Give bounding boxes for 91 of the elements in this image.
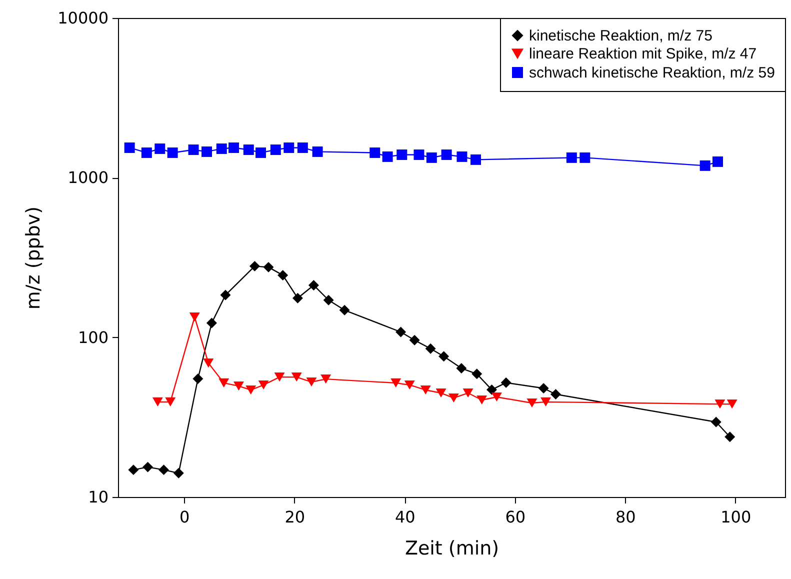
point xyxy=(580,152,590,163)
point xyxy=(202,146,212,157)
point xyxy=(233,382,244,391)
point xyxy=(370,147,380,158)
point xyxy=(550,389,561,400)
point xyxy=(320,374,332,384)
point xyxy=(396,149,408,160)
point xyxy=(470,154,481,165)
point xyxy=(192,374,204,384)
point xyxy=(128,464,139,476)
point xyxy=(243,144,254,155)
point xyxy=(476,395,488,405)
point xyxy=(456,151,468,162)
point xyxy=(278,270,288,280)
y-tick-label: 10000 xyxy=(58,8,108,28)
point xyxy=(308,280,319,290)
x-tick-label: 0 xyxy=(180,508,190,526)
point xyxy=(189,312,200,322)
point xyxy=(312,146,323,157)
point xyxy=(438,351,450,362)
point xyxy=(538,382,549,394)
point xyxy=(216,143,227,154)
point xyxy=(218,378,230,388)
point xyxy=(448,393,459,403)
point xyxy=(228,142,240,153)
x-tick-label: 20 xyxy=(284,508,306,526)
point xyxy=(220,290,231,300)
point xyxy=(141,147,152,158)
point xyxy=(258,380,269,390)
point xyxy=(409,334,420,346)
point xyxy=(203,358,214,368)
point xyxy=(142,462,154,472)
point xyxy=(462,388,474,398)
x-tick-label: 40 xyxy=(394,508,416,526)
point xyxy=(396,326,406,338)
point xyxy=(500,377,512,388)
point xyxy=(291,372,302,382)
point xyxy=(420,385,431,395)
point xyxy=(382,151,393,162)
x-tick-label: 60 xyxy=(505,508,526,526)
point xyxy=(486,384,497,395)
point xyxy=(274,372,285,382)
point xyxy=(124,142,135,153)
point xyxy=(712,156,723,167)
point xyxy=(414,149,424,160)
point xyxy=(246,385,256,395)
point xyxy=(165,397,176,406)
point xyxy=(700,160,710,171)
point xyxy=(270,144,281,155)
legend-label: kinetische Reaktion, m/z 75 xyxy=(529,28,712,44)
point xyxy=(323,294,334,306)
point xyxy=(390,378,402,388)
point xyxy=(292,292,303,304)
point xyxy=(306,377,317,387)
point xyxy=(426,152,437,163)
point xyxy=(456,363,467,374)
point xyxy=(710,416,722,428)
point xyxy=(714,400,726,409)
point xyxy=(436,388,446,398)
point xyxy=(249,260,260,272)
point xyxy=(404,380,415,390)
point xyxy=(152,397,163,406)
point xyxy=(297,142,308,153)
point xyxy=(566,152,577,163)
y-tick-label: 10 xyxy=(88,488,108,506)
x-tick-label: 80 xyxy=(615,508,636,526)
point xyxy=(726,400,738,409)
legend-label: lineare Reaktion mit Spike, m/z 47 xyxy=(529,46,757,62)
point xyxy=(188,144,199,155)
x-axis-title: Zeit (min) xyxy=(404,538,500,560)
point xyxy=(724,432,736,442)
point xyxy=(441,149,452,160)
point xyxy=(263,262,274,272)
point xyxy=(491,392,502,402)
y-tick-label: 100 xyxy=(78,328,108,347)
point xyxy=(339,304,350,316)
point xyxy=(540,397,552,406)
point xyxy=(256,147,266,158)
point xyxy=(425,343,436,354)
point xyxy=(206,318,217,328)
point xyxy=(167,147,178,158)
point xyxy=(158,464,169,476)
x-tick-label: 100 xyxy=(720,508,752,526)
y-tick-label: 1000 xyxy=(68,168,108,188)
legend-label: schwach kinetische Reaktion, m/z 59 xyxy=(529,64,775,82)
point xyxy=(284,142,294,153)
point xyxy=(173,468,184,478)
point xyxy=(154,143,166,154)
point xyxy=(472,368,482,380)
y-axis-title: m/z (ppbv) xyxy=(22,206,45,310)
point xyxy=(526,398,538,408)
